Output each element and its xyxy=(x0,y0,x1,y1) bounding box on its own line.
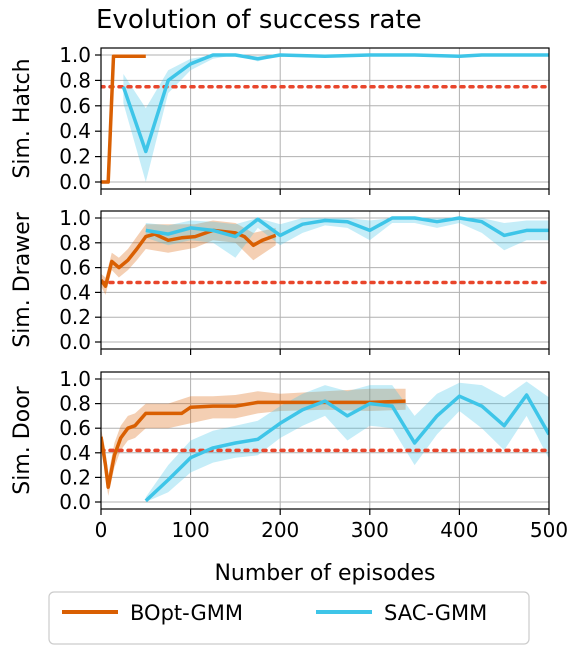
x-tick-label: 500 xyxy=(530,518,568,542)
subplot-2: 0.00.20.40.60.81.0 Sim. Drawer xyxy=(10,206,550,355)
confidence-band xyxy=(145,381,549,502)
series-line xyxy=(121,53,549,154)
y-axis-label: Sim. Drawer xyxy=(10,211,35,347)
series-line xyxy=(101,54,146,184)
subplot-1: 0.00.20.40.60.81.0 Sim. Hatch xyxy=(10,43,550,195)
y-tick-label: 0.4 xyxy=(59,280,91,304)
legend: BOpt-GMM SAC-GMM xyxy=(48,591,530,645)
axes-frame xyxy=(100,210,550,350)
plot-area-2 xyxy=(101,216,549,295)
y-tick-label: 0.2 xyxy=(59,305,91,329)
axes-frame xyxy=(100,47,550,190)
y-axis-label: Sim. Hatch xyxy=(10,58,35,178)
series-line xyxy=(101,228,277,288)
series-line xyxy=(145,216,549,239)
x-tick-label: 200 xyxy=(261,518,299,542)
y-tick-label: 0.6 xyxy=(59,416,91,440)
confidence-band xyxy=(123,55,549,182)
plot-area-3 xyxy=(101,381,549,503)
series-line xyxy=(144,393,549,503)
x-tick-label: 300 xyxy=(351,518,389,542)
y-tick-label: 0.6 xyxy=(59,94,91,118)
subplot-3: 0.00.20.40.60.81.0 0 100 200 300 400 500 Sim. D… xyxy=(10,367,568,542)
legend-box xyxy=(48,591,530,645)
x-tick-label: 400 xyxy=(440,518,478,542)
chart-title: Evolution of success rate xyxy=(96,5,422,35)
y-tick-label: 0.4 xyxy=(59,441,91,465)
y-axis-label: Sim. Door xyxy=(10,385,35,494)
x-tick-label: 100 xyxy=(172,518,210,542)
y-tick-label: 1.0 xyxy=(59,43,91,67)
x-axis-label: Number of episodes xyxy=(214,561,435,586)
series-line xyxy=(101,399,406,489)
y-tick-label: 0.8 xyxy=(59,231,91,255)
y-tick-label: 0.0 xyxy=(59,170,91,194)
confidence-band xyxy=(101,388,406,496)
y-tick-label: 0.8 xyxy=(59,68,91,92)
legend-entry: BOpt-GMM xyxy=(130,601,243,625)
y-tick-label: 0.2 xyxy=(59,465,91,489)
x-tick-label: 0 xyxy=(95,518,108,542)
y-tick-label: 0.0 xyxy=(59,330,91,354)
plot-area-1 xyxy=(101,53,549,184)
y-tick-label: 0.2 xyxy=(59,145,91,169)
y-tick-label: 0.4 xyxy=(59,119,91,143)
y-tick-label: 0.0 xyxy=(59,490,91,514)
axes-frame xyxy=(100,371,550,510)
legend-entry: SAC-GMM xyxy=(384,601,487,625)
y-tick-label: 0.8 xyxy=(59,392,91,416)
y-tick-label: 1.0 xyxy=(59,367,91,391)
y-tick-label: 1.0 xyxy=(59,206,91,230)
y-tick-label: 0.6 xyxy=(59,256,91,280)
